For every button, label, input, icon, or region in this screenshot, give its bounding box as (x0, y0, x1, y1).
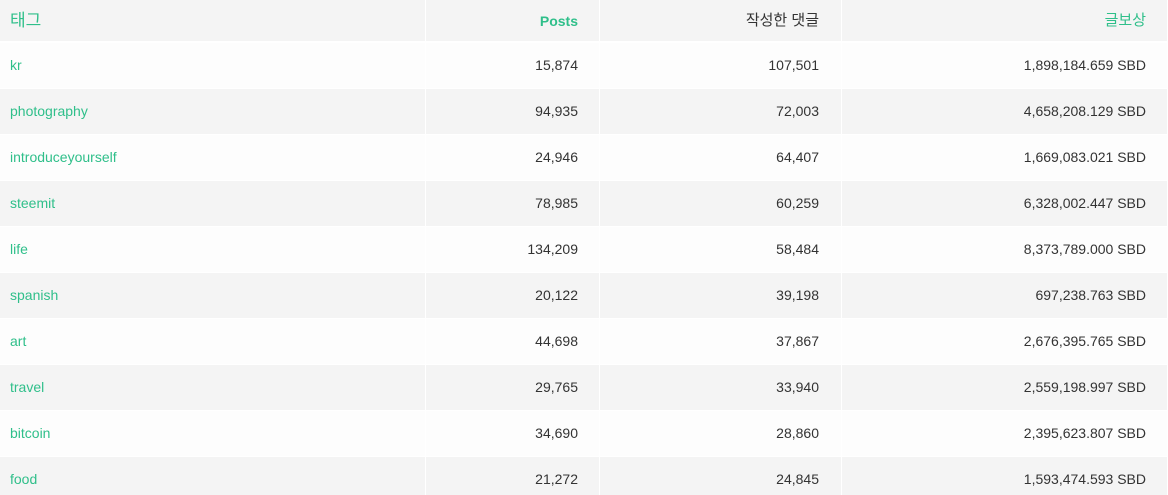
tag-cell: art (0, 319, 426, 365)
rewards-cell: 2,559,198.997 SBD (842, 365, 1168, 411)
table-row: food 21,272 24,845 1,593,474.593 SBD (0, 457, 1168, 495)
tag-link[interactable]: spanish (10, 287, 59, 303)
tag-link[interactable]: kr (10, 57, 22, 73)
table-row: travel 29,765 33,940 2,559,198.997 SBD (0, 365, 1168, 411)
table-body: kr 15,874 107,501 1,898,184.659 SBD phot… (0, 43, 1168, 495)
rewards-cell: 1,669,083.021 SBD (842, 135, 1168, 181)
posts-cell: 20,122 (426, 273, 600, 319)
comments-cell: 58,484 (600, 227, 842, 273)
comments-cell: 72,003 (600, 89, 842, 135)
tag-cell: introduceyourself (0, 135, 426, 181)
posts-cell: 24,946 (426, 135, 600, 181)
tag-link[interactable]: food (10, 471, 38, 487)
column-header-comments[interactable]: 작성한 댓글 (600, 0, 842, 43)
column-header-rewards[interactable]: 글보상 (842, 0, 1168, 43)
table-row: photography 94,935 72,003 4,658,208.129 … (0, 89, 1168, 135)
comments-cell: 28,860 (600, 411, 842, 457)
column-header-posts[interactable]: Posts (426, 0, 600, 43)
rewards-cell: 8,373,789.000 SBD (842, 227, 1168, 273)
tag-cell: spanish (0, 273, 426, 319)
tag-cell: food (0, 457, 426, 495)
comments-cell: 37,867 (600, 319, 842, 365)
tag-cell: photography (0, 89, 426, 135)
tag-link[interactable]: steemit (10, 195, 56, 211)
table-row: kr 15,874 107,501 1,898,184.659 SBD (0, 43, 1168, 89)
rewards-cell: 697,238.763 SBD (842, 273, 1168, 319)
tag-cell: steemit (0, 181, 426, 227)
comments-cell: 33,940 (600, 365, 842, 411)
comments-cell: 64,407 (600, 135, 842, 181)
table-row: life 134,209 58,484 8,373,789.000 SBD (0, 227, 1168, 273)
tag-cell: travel (0, 365, 426, 411)
posts-cell: 34,690 (426, 411, 600, 457)
tag-cell: life (0, 227, 426, 273)
tag-link[interactable]: introduceyourself (10, 149, 117, 165)
tag-cell: bitcoin (0, 411, 426, 457)
posts-cell: 78,985 (426, 181, 600, 227)
comments-cell: 107,501 (600, 43, 842, 89)
posts-cell: 94,935 (426, 89, 600, 135)
tag-cell: kr (0, 43, 426, 89)
table-row: spanish 20,122 39,198 697,238.763 SBD (0, 273, 1168, 319)
column-header-tag[interactable]: 태그 (0, 0, 426, 43)
tag-link[interactable]: photography (10, 103, 88, 119)
comments-cell: 24,845 (600, 457, 842, 495)
header-row: 태그 Posts 작성한 댓글 글보상 (0, 0, 1168, 43)
tag-link[interactable]: life (10, 241, 28, 257)
table-row: steemit 78,985 60,259 6,328,002.447 SBD (0, 181, 1168, 227)
posts-cell: 44,698 (426, 319, 600, 365)
rewards-cell: 2,676,395.765 SBD (842, 319, 1168, 365)
tag-link[interactable]: bitcoin (10, 425, 51, 441)
table-row: bitcoin 34,690 28,860 2,395,623.807 SBD (0, 411, 1168, 457)
rewards-cell: 4,658,208.129 SBD (842, 89, 1168, 135)
table-header: 태그 Posts 작성한 댓글 글보상 (0, 0, 1168, 43)
posts-cell: 134,209 (426, 227, 600, 273)
posts-cell: 15,874 (426, 43, 600, 89)
tag-link[interactable]: travel (10, 379, 45, 395)
rewards-cell: 6,328,002.447 SBD (842, 181, 1168, 227)
table-row: introduceyourself 24,946 64,407 1,669,08… (0, 135, 1168, 181)
tag-link[interactable]: art (10, 333, 27, 349)
rewards-cell: 1,898,184.659 SBD (842, 43, 1168, 89)
comments-cell: 60,259 (600, 181, 842, 227)
rewards-cell: 1,593,474.593 SBD (842, 457, 1168, 495)
table-row: art 44,698 37,867 2,676,395.765 SBD (0, 319, 1168, 365)
posts-cell: 21,272 (426, 457, 600, 495)
posts-cell: 29,765 (426, 365, 600, 411)
comments-cell: 39,198 (600, 273, 842, 319)
rewards-cell: 2,395,623.807 SBD (842, 411, 1168, 457)
